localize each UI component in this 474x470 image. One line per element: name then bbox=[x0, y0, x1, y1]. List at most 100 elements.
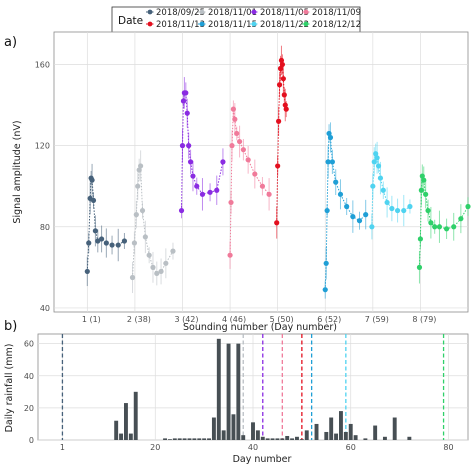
legend-key-marker bbox=[199, 21, 205, 27]
data-point bbox=[180, 98, 187, 104]
rainfall-bar bbox=[348, 423, 353, 440]
data-point bbox=[325, 159, 331, 165]
rainfall-bar bbox=[236, 343, 241, 440]
data-point bbox=[275, 163, 281, 169]
data-point bbox=[240, 147, 246, 153]
rainfall-bar bbox=[363, 438, 368, 440]
rainfall-bar bbox=[407, 436, 412, 440]
rainfall-bar bbox=[343, 431, 348, 440]
legend-entry-label: 2018/11/01 bbox=[208, 8, 257, 18]
data-point bbox=[363, 212, 369, 218]
rainfall-bar bbox=[295, 436, 299, 440]
data-point bbox=[324, 207, 330, 214]
y-tick-label-a: 160 bbox=[35, 60, 50, 69]
data-point bbox=[245, 157, 251, 163]
axes-a: 40 80 120 160 1 (1) 2 (38) 3 (42) 4 (46) 5 (50) 6… bbox=[35, 60, 437, 324]
data-point bbox=[377, 175, 384, 181]
data-point bbox=[432, 224, 438, 230]
series-2018-12-12 bbox=[416, 164, 471, 284]
rainfall-bar bbox=[329, 417, 334, 440]
data-point bbox=[323, 260, 329, 266]
data-point bbox=[236, 138, 243, 145]
data-point bbox=[220, 159, 226, 165]
x-tick-label-b: 40 bbox=[248, 443, 258, 452]
data-point bbox=[163, 260, 169, 266]
data-point bbox=[95, 238, 101, 244]
data-point bbox=[373, 151, 379, 157]
axes-b: 0 20 40 60 1 20 40 60 80 bbox=[24, 340, 454, 452]
legend-entry-label: 2018/09/25 bbox=[156, 8, 205, 18]
data-point bbox=[92, 228, 98, 234]
data-point bbox=[417, 236, 424, 242]
y-tick-label-b: 20 bbox=[24, 404, 34, 413]
data-point bbox=[419, 173, 425, 179]
panel-b: b) 0 20 40 60 1 20 40 60 80 Day number Daily rai… bbox=[4, 319, 469, 465]
data-point bbox=[229, 143, 235, 149]
data-point bbox=[418, 187, 424, 193]
panel-a-label: a) bbox=[4, 35, 17, 50]
series-2018-11-15 bbox=[322, 122, 369, 299]
plot-area-a bbox=[53, 31, 469, 313]
series-2018-09-25 bbox=[84, 163, 128, 287]
x-axis-label-a: Sounding number (Day number) bbox=[183, 322, 337, 333]
y-tick-label-a: 80 bbox=[40, 223, 50, 232]
sounding-day-lines bbox=[61, 334, 445, 440]
data-point bbox=[384, 199, 390, 206]
data-point bbox=[187, 159, 194, 165]
rainfall-bar bbox=[280, 438, 285, 440]
legend-key-marker bbox=[303, 21, 309, 27]
data-point bbox=[138, 163, 144, 169]
x-tick-label-a: 3 (42) bbox=[174, 315, 198, 324]
data-point bbox=[394, 207, 401, 214]
x-tick-label-b: 60 bbox=[346, 443, 356, 452]
rainfall-bar bbox=[275, 438, 280, 440]
data-point bbox=[282, 102, 288, 108]
data-point bbox=[84, 268, 90, 275]
data-point bbox=[252, 171, 258, 177]
data-point bbox=[407, 203, 413, 210]
data-point bbox=[86, 240, 92, 246]
series-2018-11-01 bbox=[129, 150, 176, 294]
data-point bbox=[337, 191, 344, 197]
legend-entry-label: 2018/11/09 bbox=[312, 8, 361, 18]
data-point bbox=[423, 191, 429, 197]
rainfall-bar bbox=[265, 438, 270, 440]
rainfall-bar bbox=[221, 430, 226, 440]
rainfall-bar bbox=[128, 433, 133, 440]
data-point bbox=[389, 205, 395, 212]
series-line bbox=[229, 109, 270, 256]
data-point bbox=[115, 242, 121, 248]
y-tick-label-b: 0 bbox=[29, 436, 34, 445]
rainfall-bar bbox=[290, 438, 295, 440]
data-point bbox=[280, 76, 286, 82]
rainfall-bars bbox=[114, 338, 412, 440]
data-point bbox=[234, 130, 240, 137]
data-point bbox=[371, 159, 377, 165]
data-point bbox=[190, 173, 196, 179]
rainfall-bar bbox=[114, 420, 119, 440]
data-point bbox=[214, 187, 220, 193]
y-tick-label-a: 40 bbox=[40, 304, 50, 313]
series-line bbox=[181, 92, 224, 211]
legend-key-marker bbox=[303, 9, 309, 15]
data-point bbox=[183, 90, 189, 96]
data-point bbox=[133, 212, 139, 218]
data-point bbox=[416, 264, 423, 270]
data-point bbox=[90, 197, 97, 204]
rainfall-bar bbox=[163, 438, 167, 440]
rainfall-bar bbox=[251, 422, 255, 440]
data-point bbox=[178, 207, 185, 214]
rainfall-bar bbox=[187, 438, 192, 440]
rainfall-bar bbox=[192, 438, 197, 440]
rainfall-bar bbox=[255, 430, 260, 440]
legend-entry-label: 2018/11/13 bbox=[156, 20, 205, 30]
panel-a: a) Date 2018/09/25 2018/11/01 2018/11/05 20… bbox=[4, 6, 471, 333]
data-point bbox=[139, 207, 146, 214]
rainfall-bar bbox=[304, 430, 309, 440]
x-tick-label-a: 2 (38) bbox=[127, 315, 151, 324]
rainfall-bar bbox=[270, 438, 275, 440]
data-point bbox=[131, 240, 138, 246]
rainfall-bar bbox=[172, 438, 177, 440]
legend-title: Date bbox=[118, 15, 143, 27]
